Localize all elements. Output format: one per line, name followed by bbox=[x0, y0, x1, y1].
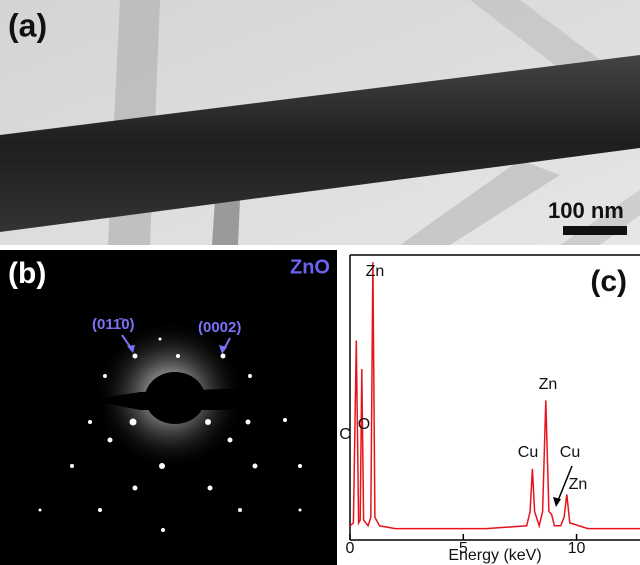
panel-label: (b) bbox=[8, 257, 46, 290]
peak-label: Zn bbox=[569, 476, 588, 493]
peak-label: Zn bbox=[366, 263, 385, 280]
scale-bar bbox=[563, 226, 627, 235]
material-label: ZnO bbox=[290, 256, 330, 278]
x-tick-label: 0 bbox=[346, 540, 355, 557]
peak-label: Cu bbox=[518, 444, 538, 461]
spectrum-line bbox=[350, 262, 640, 528]
spot-label: (0002) bbox=[198, 319, 241, 336]
peak-label: Cu bbox=[560, 444, 580, 461]
tem-image bbox=[0, 0, 640, 245]
saed-pattern bbox=[0, 250, 337, 565]
scale-bar-label: 100 nm bbox=[548, 198, 624, 223]
figure: (a) 100 nm (b) ZnO (011̄0) (0002) (c) En… bbox=[0, 0, 640, 565]
page: (a) 100 nm (b) ZnO (011̄0) (0002) (c) En… bbox=[0, 0, 640, 565]
spot-label: (011̄0) bbox=[92, 316, 135, 333]
panel-label: (c) bbox=[590, 265, 627, 298]
panel-label: (a) bbox=[8, 7, 47, 43]
x-tick-label: 10 bbox=[568, 540, 586, 557]
peak-label: O bbox=[358, 416, 370, 433]
x-tick-label: 5 bbox=[459, 540, 468, 557]
peak-label: Zn bbox=[539, 376, 558, 393]
peak-label: C bbox=[339, 426, 351, 443]
eds-chart: (c) Energy (keV) bbox=[350, 255, 640, 564]
arrow-head bbox=[553, 497, 561, 507]
